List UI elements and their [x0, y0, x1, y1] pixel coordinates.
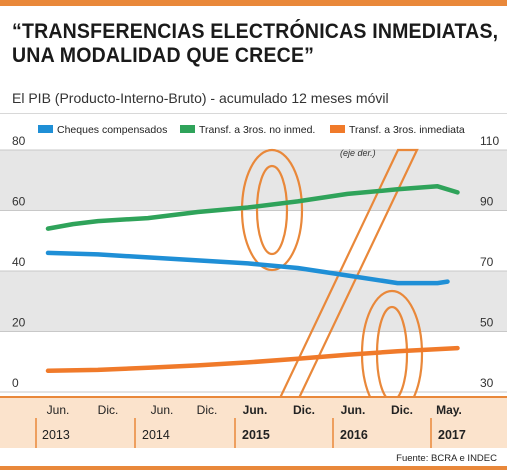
legend-label: Cheques compensados	[57, 124, 167, 136]
right-axis-note: (eje der.)	[340, 148, 376, 158]
x-tick-label: Jun.	[341, 403, 366, 417]
separator-line	[0, 113, 507, 114]
legend-label: Transf. a 3ros. no inmed.	[199, 124, 315, 136]
chart-legend: Cheques compensados Transf. a 3ros. no in…	[38, 124, 465, 136]
y-left-tick-label: 80	[12, 134, 26, 148]
x-axis: Jun. Dic. Jun. Dic. Jun. Dic. Jun. Dic. May. 2013…	[0, 396, 507, 448]
source-note: Fuente: BCRA e INDEC	[396, 453, 497, 464]
x-tick-label: Jun.	[151, 403, 174, 417]
page-title: “TRANSFERENCIAS ELECTRÓNICAS INMEDIATAS,…	[12, 20, 499, 68]
top-accent-rule	[0, 0, 507, 6]
year-label: 2014	[142, 428, 170, 442]
x-tick-label: Jun.	[243, 403, 268, 417]
y-left-tick-label: 40	[12, 255, 26, 269]
year-label: 2017	[438, 428, 466, 442]
x-axis-background	[0, 397, 507, 448]
series-line-3	[45, 345, 460, 374]
x-tick-label: Dic.	[197, 403, 218, 417]
title-line-2: UNA MODALIDAD QUE CRECE”	[12, 44, 315, 67]
y-left-tick-label: 60	[12, 195, 26, 209]
title-line-1: “TRANSFERENCIAS ELECTRÓNICAS INMEDIATAS,	[12, 20, 499, 43]
y-right-tick-label: 30	[480, 376, 494, 390]
legend-swatch	[330, 125, 345, 133]
y-axis-ticks: 0 20 40 60 80 30 50 70 90 110	[12, 134, 499, 390]
chart-series	[45, 184, 460, 374]
y-left-tick-label: 20	[12, 316, 26, 330]
chart-gridlines	[0, 149, 507, 393]
x-tick-label: Dic.	[293, 403, 315, 417]
y-right-tick-label: 110	[480, 134, 499, 148]
percent-circle-top-inner	[255, 164, 289, 256]
chart-bands	[0, 150, 507, 332]
chart-band	[0, 271, 507, 332]
x-tick-label: Dic.	[391, 403, 413, 417]
y-right-tick-label: 50	[480, 316, 494, 330]
legend-swatch	[180, 125, 195, 133]
y-right-tick-label: 70	[480, 255, 494, 269]
legend-label: Transf. a 3ros. inmediata	[349, 124, 465, 136]
x-tick-label: Jun.	[47, 403, 70, 417]
legend-swatch	[38, 125, 53, 133]
bottom-accent-rule	[0, 466, 507, 470]
x-tick-label: Dic.	[98, 403, 119, 417]
year-label: 2016	[340, 428, 368, 442]
y-right-tick-label: 90	[480, 195, 494, 209]
subtitle: El PIB (Producto-Interno-Bruto) - acumul…	[12, 90, 389, 106]
y-left-tick-label: 0	[12, 376, 19, 390]
chart-band	[0, 150, 507, 211]
series-line-2	[45, 184, 460, 231]
line-chart: 0 20 40 60 80 30 50 70 90 110 Cheques compensados…	[0, 124, 507, 448]
year-label: 2015	[242, 428, 270, 442]
x-tick-label: May.	[436, 403, 462, 417]
year-label: 2013	[42, 428, 70, 442]
series-line-1	[45, 250, 450, 286]
